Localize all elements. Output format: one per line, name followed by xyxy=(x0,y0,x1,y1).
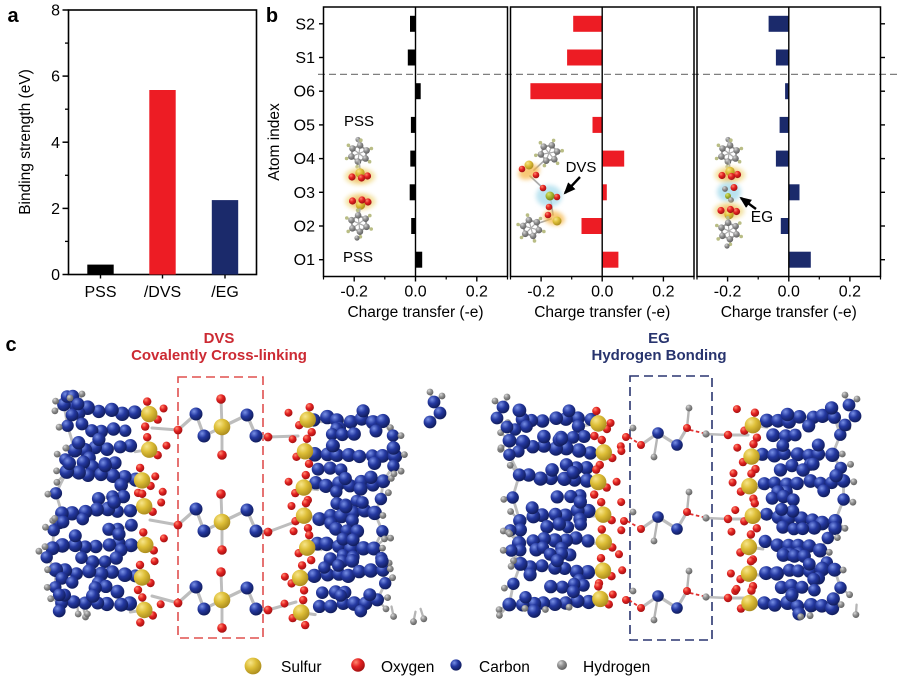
svg-text:O2: O2 xyxy=(294,218,315,235)
svg-text:S1: S1 xyxy=(295,50,315,67)
svg-text:0.2: 0.2 xyxy=(839,284,861,301)
svg-text:Charge transfer (-e): Charge transfer (-e) xyxy=(534,304,670,321)
svg-text:2: 2 xyxy=(51,201,60,218)
svg-text:-0.2: -0.2 xyxy=(527,284,555,301)
svg-text:0.2: 0.2 xyxy=(466,284,488,301)
svg-text:O5: O5 xyxy=(294,117,315,134)
svg-text:/EG: /EG xyxy=(211,284,239,301)
svg-text:6: 6 xyxy=(51,69,60,86)
svg-text:0.0: 0.0 xyxy=(404,284,426,301)
svg-text:DVS: DVS xyxy=(566,159,597,176)
svg-text:b: b xyxy=(266,5,278,27)
svg-text:O4: O4 xyxy=(294,151,315,168)
svg-text:0.0: 0.0 xyxy=(591,284,613,301)
svg-text:PSS: PSS xyxy=(84,284,116,301)
svg-text:PSS: PSS xyxy=(343,249,373,266)
svg-text:Hydrogen Bonding: Hydrogen Bonding xyxy=(592,347,727,364)
svg-text:DVS: DVS xyxy=(204,330,235,347)
svg-text:Hydrogen: Hydrogen xyxy=(583,659,650,676)
svg-text:Oxygen: Oxygen xyxy=(381,659,434,676)
svg-text:c: c xyxy=(5,334,16,356)
svg-text:S2: S2 xyxy=(295,16,315,33)
svg-text:O3: O3 xyxy=(294,185,315,202)
svg-text:/DVS: /DVS xyxy=(144,284,181,301)
svg-text:4: 4 xyxy=(51,135,60,152)
svg-text:Covalently Cross-linking: Covalently Cross-linking xyxy=(131,347,307,364)
svg-text:Carbon: Carbon xyxy=(479,659,530,676)
svg-text:O6: O6 xyxy=(294,84,315,101)
svg-text:Sulfur: Sulfur xyxy=(281,659,322,676)
svg-text:O1: O1 xyxy=(294,252,315,269)
svg-text:Charge transfer (-e): Charge transfer (-e) xyxy=(721,304,857,321)
svg-text:-0.2: -0.2 xyxy=(340,284,368,301)
svg-text:Binding strength (eV): Binding strength (eV) xyxy=(17,69,34,215)
svg-text:-0.2: -0.2 xyxy=(714,284,742,301)
svg-text:PSS: PSS xyxy=(344,113,374,130)
svg-text:EG: EG xyxy=(648,330,670,347)
svg-text:0: 0 xyxy=(51,267,60,284)
svg-text:Atom index: Atom index xyxy=(266,103,283,181)
svg-text:0.2: 0.2 xyxy=(652,284,674,301)
svg-text:a: a xyxy=(7,5,19,27)
svg-text:EG: EG xyxy=(751,209,773,226)
svg-text:0.0: 0.0 xyxy=(778,284,800,301)
svg-text:Charge transfer (-e): Charge transfer (-e) xyxy=(347,304,483,321)
svg-text:8: 8 xyxy=(51,3,60,20)
